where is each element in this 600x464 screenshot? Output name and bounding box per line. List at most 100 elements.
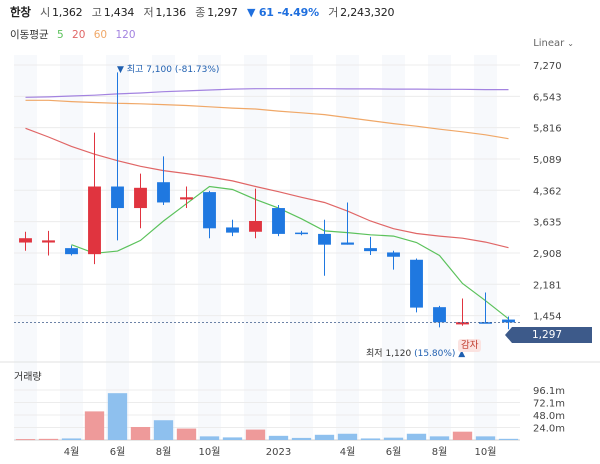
change-value: ▼ 61 -4.49% bbox=[246, 6, 319, 19]
volume-bar bbox=[84, 411, 105, 440]
candle-body bbox=[318, 233, 331, 245]
volume-bar bbox=[199, 436, 220, 440]
open-value: 1,362 bbox=[51, 6, 83, 19]
volume-tick-label: 96.1m bbox=[533, 386, 565, 397]
candle-body bbox=[157, 182, 170, 203]
x-tick-label: 4월 bbox=[340, 446, 356, 458]
volume-value: 2,243,320 bbox=[340, 6, 395, 19]
x-tick-label: 6월 bbox=[110, 446, 126, 458]
price-tick-label: 2,908 bbox=[533, 249, 562, 260]
candle-body bbox=[42, 240, 55, 243]
volume-bar bbox=[498, 438, 519, 440]
ma120-line bbox=[25, 88, 509, 98]
x-tick-label: 6월 bbox=[386, 446, 402, 458]
candle-body bbox=[226, 227, 239, 233]
x-tick-label: 10월 bbox=[475, 446, 497, 458]
price-tick-label: 6,543 bbox=[533, 92, 562, 103]
high-label: 고 bbox=[91, 6, 102, 19]
ma5-legend[interactable]: 5 bbox=[56, 29, 64, 41]
low-marker-arrow-icon: ▲ bbox=[458, 349, 466, 359]
x-tick-label: 4월 bbox=[64, 446, 80, 458]
stock-name: 한창 bbox=[10, 5, 31, 19]
volume-tick-label: 48.0m bbox=[533, 411, 565, 422]
volume-bar bbox=[15, 439, 36, 441]
volume-bar bbox=[153, 420, 174, 440]
last-price-tag: 1,297 bbox=[505, 327, 592, 343]
low-marker-pct: (15.80%) bbox=[414, 349, 456, 359]
candle-body bbox=[479, 322, 492, 324]
scale-mode-label: Linear bbox=[533, 38, 565, 49]
column-band bbox=[198, 55, 221, 440]
volume-bar bbox=[429, 436, 450, 440]
x-tick-label: 8월 bbox=[432, 446, 448, 458]
volume-bar bbox=[61, 438, 82, 440]
volume-bar bbox=[475, 436, 496, 440]
low-value: 1,136 bbox=[155, 6, 186, 19]
low-marker-prefix: 최저 bbox=[366, 349, 383, 359]
candle-body bbox=[272, 208, 285, 234]
candle-body bbox=[180, 197, 193, 200]
price-tick-label: 5,089 bbox=[533, 155, 562, 166]
volume-bar bbox=[222, 437, 243, 440]
candle-body bbox=[295, 232, 308, 235]
scale-mode-dropdown[interactable]: Linear ⌄ bbox=[533, 38, 574, 49]
volume-bar bbox=[245, 429, 266, 440]
volume-bar bbox=[360, 438, 381, 440]
candle-body bbox=[456, 322, 469, 325]
candle-body bbox=[249, 220, 262, 232]
volume-tick-label: 72.1m bbox=[533, 398, 565, 409]
volume-bar bbox=[107, 393, 128, 440]
volume-bar bbox=[383, 437, 404, 440]
open-label: 시 bbox=[40, 6, 50, 19]
ma5-line bbox=[71, 185, 509, 320]
candle-body bbox=[341, 242, 354, 245]
volume-bar bbox=[291, 437, 312, 440]
capital-reduction-badge[interactable]: 감자 bbox=[458, 339, 482, 352]
ma20-line bbox=[25, 127, 509, 249]
column-band bbox=[244, 55, 267, 440]
candle-body bbox=[203, 192, 216, 229]
x-tick-label: 10월 bbox=[199, 446, 221, 458]
low-marker-value: 1,120 bbox=[385, 349, 412, 359]
moving-average-legend[interactable]: 이동평균 5 20 60 120 bbox=[10, 27, 136, 42]
volume-bar bbox=[452, 431, 473, 440]
ma20-legend[interactable]: 20 bbox=[72, 29, 86, 41]
close-label: 종 bbox=[195, 6, 206, 19]
chevron-down-icon: ⌄ bbox=[567, 39, 574, 48]
candle-body bbox=[433, 307, 446, 323]
x-tick-label: 8월 bbox=[156, 446, 172, 458]
price-tick-label: 5,816 bbox=[533, 124, 562, 135]
volume-bar bbox=[38, 438, 59, 440]
candle-body bbox=[134, 187, 147, 209]
high-value: 1,434 bbox=[103, 6, 135, 19]
low-label: 저 bbox=[143, 6, 154, 19]
column-band bbox=[474, 55, 497, 440]
candle-body bbox=[410, 259, 423, 308]
volume-bar bbox=[314, 434, 335, 440]
volume-bar bbox=[268, 435, 289, 440]
price-tick-label: 7,270 bbox=[533, 61, 562, 72]
volume-bar bbox=[130, 426, 151, 440]
price-tick-label: 3,635 bbox=[533, 218, 562, 229]
volume-label: 거 bbox=[328, 6, 339, 19]
volume-bar bbox=[406, 433, 427, 440]
ma60-legend[interactable]: 60 bbox=[93, 29, 108, 41]
ma60-line bbox=[25, 99, 509, 140]
volume-tick-label: 24.0m bbox=[533, 424, 565, 435]
volume-bar bbox=[337, 433, 358, 440]
close-value: 1,297 bbox=[207, 6, 238, 19]
ma120-legend[interactable]: 120 bbox=[115, 29, 136, 41]
volume-bar bbox=[176, 428, 197, 440]
column-band bbox=[290, 55, 313, 440]
candle-body bbox=[19, 238, 32, 243]
price-tick-label: 1,454 bbox=[533, 312, 562, 323]
low-marker-label: 최저 1,120 (15.80%) ▲ bbox=[366, 346, 465, 359]
column-band bbox=[336, 55, 359, 440]
column-band bbox=[152, 55, 175, 440]
candle-body bbox=[387, 252, 400, 257]
candle-body bbox=[65, 248, 78, 255]
candle-body bbox=[502, 319, 515, 323]
high-marker-label: ▼ 최고 7,100 (-81.73%) bbox=[117, 65, 220, 75]
column-band bbox=[382, 55, 405, 440]
